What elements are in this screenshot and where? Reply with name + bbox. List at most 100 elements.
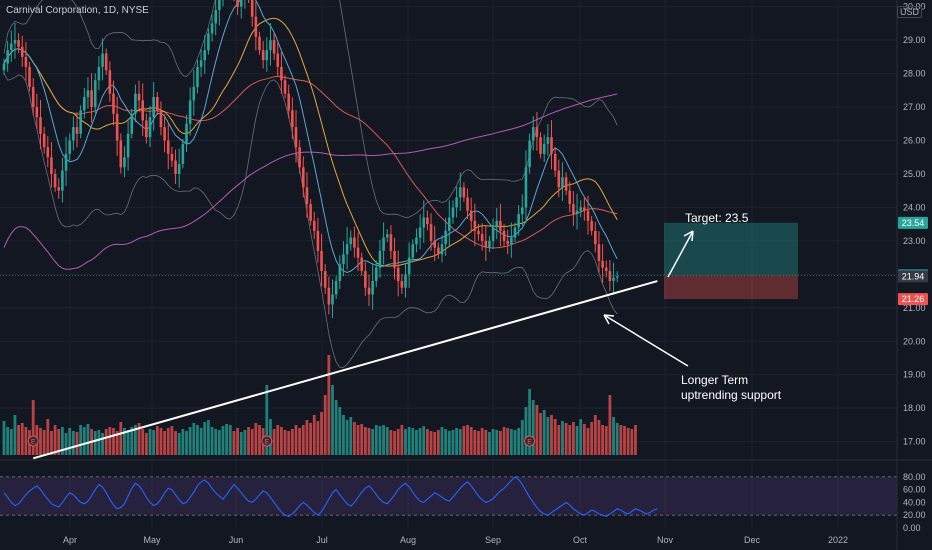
volume-bar (502, 427, 506, 455)
volume-bar (509, 429, 513, 455)
volume-bar (196, 425, 199, 455)
volume-bar (312, 415, 316, 455)
y-tick-label: 26.00 (903, 136, 926, 146)
volume-bar (214, 429, 218, 455)
volume-bar (9, 429, 13, 455)
bollinger-upper (3, 0, 618, 218)
candle-body (181, 143, 185, 164)
candle-body (418, 227, 422, 238)
support-label-line1: Longer Term (681, 373, 748, 387)
volume-bar (436, 430, 440, 455)
volume-bar (104, 429, 108, 455)
volume-bar (404, 429, 407, 455)
candle-body (13, 40, 17, 44)
candle-body (553, 153, 557, 171)
volume-bar (561, 421, 564, 455)
candle-body (422, 217, 426, 228)
earnings-marker-label: E (527, 439, 532, 446)
candle-body (378, 250, 382, 268)
y-tick-label: 23.00 (903, 236, 926, 246)
volume-bar (499, 431, 502, 455)
candle-body (283, 80, 287, 94)
candle-body (320, 250, 323, 271)
volume-bar (484, 430, 488, 455)
volume-bar (225, 424, 229, 455)
volume-bar (320, 412, 323, 455)
volume-bar (349, 417, 353, 455)
candle-body (42, 133, 46, 148)
volume-bar (86, 424, 90, 455)
volume-bar (137, 423, 141, 455)
candle-body (214, 10, 217, 24)
currency-badge[interactable]: USD (896, 6, 922, 18)
volume-bar (101, 433, 104, 455)
volume-bar (451, 430, 455, 455)
volume-bar (466, 425, 469, 455)
candle-body (400, 281, 404, 288)
volume-bar (68, 428, 72, 455)
candle-body (364, 270, 367, 288)
volume-bar (79, 425, 83, 455)
earnings-marker-icon (524, 435, 536, 447)
earnings-marker-label: E (31, 439, 36, 446)
candle-body (152, 97, 155, 118)
volume-bar (564, 423, 568, 455)
candle-body (316, 230, 320, 251)
volume-bar (433, 432, 437, 455)
candle-body (575, 210, 579, 215)
candle-body (458, 187, 462, 198)
candle-body (601, 260, 604, 268)
volume-bar (97, 430, 101, 455)
volume-bar (159, 428, 163, 455)
volume-bar (601, 425, 604, 455)
volume-bar (495, 430, 499, 455)
x-tick-label: Jul (316, 535, 328, 545)
volume-bar (550, 415, 553, 455)
candle-body (524, 167, 528, 208)
rsi-tick-label: 0.00 (903, 523, 921, 533)
candle-body (10, 43, 13, 51)
candle-body (371, 281, 374, 295)
candle-body (192, 86, 196, 101)
candle-body (586, 210, 590, 221)
candle-body (254, 16, 258, 37)
support-arrow-icon (603, 314, 689, 367)
candle-body (513, 227, 517, 238)
x-tick-label: Aug (400, 535, 416, 545)
volume-bar (531, 400, 535, 455)
candle-body (203, 50, 207, 61)
volume-bar (228, 425, 232, 455)
ma-200-line (3, 93, 618, 270)
candle-body (521, 207, 524, 215)
volume-bar (323, 395, 327, 455)
volume-bar (345, 420, 349, 455)
candle-body (338, 264, 342, 282)
volume-bar (586, 428, 590, 455)
volume-bar (367, 428, 371, 455)
volume-bar (378, 426, 382, 455)
candle-body (568, 190, 572, 205)
candle-body (367, 287, 371, 295)
candle-body (535, 127, 539, 138)
volume-bar (327, 355, 331, 455)
volume-bar (462, 426, 466, 455)
volume-bar (134, 425, 137, 455)
rsi-line (3, 476, 658, 518)
candle-body (207, 33, 210, 51)
candle-body (115, 113, 119, 141)
candle-body (17, 40, 20, 47)
candle-body (557, 170, 561, 188)
candle-body (572, 204, 575, 215)
volume-bar (265, 385, 269, 455)
volume-bar (17, 425, 20, 455)
candle-body (491, 227, 495, 241)
volume-bar (447, 431, 451, 455)
volume-bar (517, 428, 521, 455)
volume-bar (166, 428, 170, 455)
volume-bar (623, 426, 626, 455)
candle-body (477, 230, 480, 235)
candle-body (86, 90, 90, 98)
volume-bar (126, 430, 130, 455)
volume-bar (250, 429, 254, 455)
